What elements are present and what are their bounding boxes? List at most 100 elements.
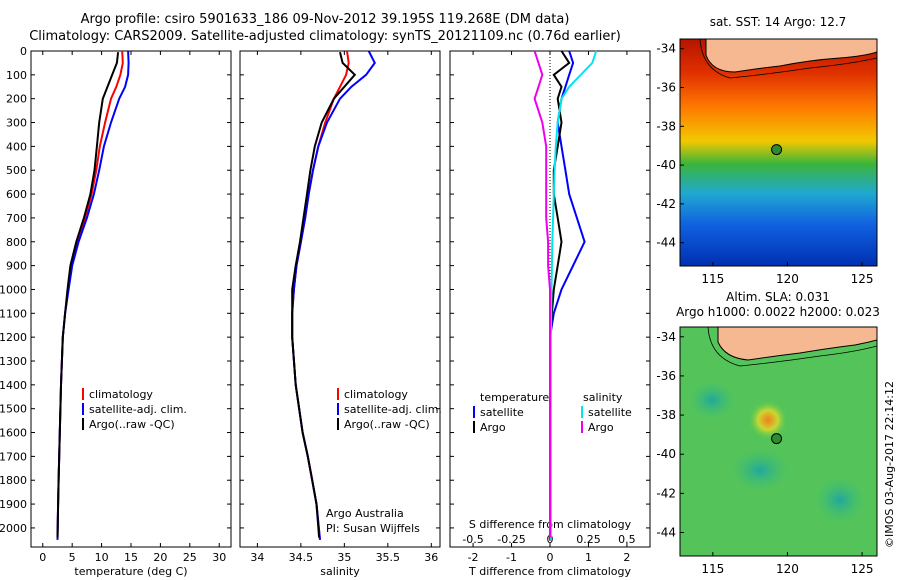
sst-map-frame	[679, 38, 878, 267]
diff-top-xtick-label: 0.5	[618, 533, 636, 546]
depth-tick-label: 1400	[0, 379, 27, 392]
chart-title-line2: Climatology: CARS2009. Satellite-adjuste…	[29, 29, 621, 44]
temp-xtick-label: 30	[212, 551, 226, 564]
sla-axis-ticks: 115 120 125 -34 -36 -38 -40 -42 -44	[656, 330, 873, 576]
depth-tick-label: 900	[6, 260, 27, 273]
diff-legend-label: satellite	[480, 406, 524, 419]
depth-tick-label: 1700	[0, 450, 27, 463]
temp-xtick-label: 0	[39, 551, 46, 564]
depth-tick-label: 1800	[0, 474, 27, 487]
sal-legend-label: Argo(..raw -QC)	[344, 418, 430, 431]
temp-xtick-label: 25	[183, 551, 197, 564]
depth-tick-label: 1300	[0, 355, 27, 368]
sst-map-panel: 115 120 125 -34 -36 -38 -40 -42 -44 sat. SST: 14…	[656, 15, 878, 286]
credit-text: ©IMOS 03-Aug-2017 22:14:12	[883, 381, 896, 548]
diff-top-xtick-label: -0.5	[462, 533, 483, 546]
temp-legend-label: satellite-adj. clim.	[89, 403, 187, 416]
temp-xtick-label: 10	[95, 551, 109, 564]
sla-map-panel: 115 120 125 -34 -36 -38 -40 -42 -44 Altim. SLA: …	[656, 290, 880, 576]
diff-series-argo-salinity	[533, 50, 551, 538]
difference-profile-panel: -2 -1 0 1 2T difference from climatology -0.5…	[449, 50, 651, 578]
sal-annotation-line2: PI: Susan Wijffels	[326, 522, 420, 535]
sla-high-anomaly	[748, 400, 788, 440]
sla-map-frame	[679, 326, 878, 557]
temp-series-argorawqc	[56, 52, 120, 538]
depth-tick-label: 1500	[0, 403, 27, 416]
sla-float-marker	[771, 433, 783, 445]
diff-xtick-label: 0	[547, 551, 554, 564]
sla-map-title-line1: Altim. SLA: 0.031	[726, 290, 830, 304]
salinity-profile-panel: 34 34.5 35 35.5 36 salinity climatology satelli…	[239, 50, 442, 578]
temp-xaxis-label: temperature (deg C)	[74, 565, 187, 578]
sst-ytick-label: -36	[656, 81, 676, 95]
temp-xtick-label: 15	[124, 551, 138, 564]
sst-shelf-contour	[699, 39, 877, 79]
diff-legend-title-temperature: temperature	[480, 391, 549, 404]
sla-low-anomaly	[730, 448, 790, 492]
sal-xtick-label: 34	[250, 551, 264, 564]
sal-series-argorawqc	[291, 51, 357, 538]
sla-low-anomaly	[814, 476, 866, 524]
depth-tick-label: 200	[6, 93, 27, 106]
sst-xtick-label: 125	[851, 272, 874, 286]
sla-xtick-label: 120	[776, 562, 799, 576]
sst-float-marker	[771, 144, 783, 156]
depth-tick-label: 1100	[0, 307, 27, 320]
depth-tick-label: 600	[6, 188, 27, 201]
diff-legend-label: Argo	[480, 421, 506, 434]
sla-ytick-label: -40	[656, 447, 676, 461]
chart-title-line1: Argo profile: csiro 5901633_186 09-Nov-2…	[80, 12, 570, 27]
diff-xtick-label: -2	[468, 551, 479, 564]
diff-top-xtick-label: 0.25	[576, 533, 601, 546]
temp-legend-label: Argo(..raw -QC)	[89, 418, 175, 431]
sla-ytick-label: -34	[656, 330, 676, 344]
sal-legend-label: satellite-adj. clim.	[344, 403, 442, 416]
sla-ytick-label: -42	[656, 486, 676, 500]
sst-ytick-label: -38	[656, 119, 676, 133]
sal-xtick-label: 34.5	[289, 551, 314, 564]
diff-xtick-label: 2	[623, 551, 630, 564]
depth-tick-label: 1600	[0, 427, 27, 440]
depth-tick-label: 1900	[0, 498, 27, 511]
diff-legend-title-salinity: salinity	[583, 391, 623, 404]
sla-ytick-label: -44	[656, 526, 676, 540]
sla-shelf-contour	[707, 327, 877, 367]
depth-tick-label: 1000	[0, 283, 27, 296]
sla-low-anomaly	[688, 380, 736, 420]
sal-plot-frame	[239, 50, 441, 548]
diff-xtick-label: 1	[585, 551, 592, 564]
sal-legend-label: climatology	[344, 388, 408, 401]
temp-legend-label: climatology	[89, 388, 153, 401]
sla-xtick-label: 125	[851, 562, 874, 576]
sst-coastline	[705, 39, 877, 73]
sst-ytick-label: -34	[656, 42, 676, 56]
temp-plot-frame	[30, 50, 232, 548]
sla-ytick-label: -36	[656, 369, 676, 383]
sal-xtick-label: 36	[424, 551, 438, 564]
sal-xtick-label: 35.5	[376, 551, 401, 564]
temperature-profile-panel: 0100200300400500600700800900100011001200…	[0, 45, 232, 578]
sst-ytick-label: -44	[656, 236, 676, 250]
depth-tick-label: 300	[6, 117, 27, 130]
diff-xaxis-label: T difference from climatology	[468, 565, 631, 578]
sla-xtick-label: 115	[701, 562, 724, 576]
sal-xaxis-label: salinity	[320, 565, 360, 578]
temp-xtick-label: 5	[69, 551, 76, 564]
diff-legend-label: Argo	[588, 421, 614, 434]
sst-axis-ticks: 115 120 125 -34 -36 -38 -40 -42 -44	[656, 42, 873, 286]
diff-xtick-label: -1	[506, 551, 517, 564]
sst-ytick-label: -42	[656, 197, 676, 211]
depth-tick-label: 500	[6, 164, 27, 177]
sla-ytick-label: -38	[656, 408, 676, 422]
depth-tick-label: 0	[20, 45, 27, 58]
sla-map-title-line2: Argo h1000: 0.0022 h2000: 0.023	[676, 305, 880, 319]
diff-legend-label: satellite	[588, 406, 632, 419]
sst-xtick-label: 115	[701, 272, 724, 286]
depth-tick-label: 700	[6, 212, 27, 225]
depth-tick-label: 100	[6, 69, 27, 82]
temp-xtick-label: 20	[153, 551, 167, 564]
sst-map-title: sat. SST: 14 Argo: 12.7	[710, 15, 847, 29]
depth-tick-label: 400	[6, 140, 27, 153]
depth-tick-label: 1200	[0, 331, 27, 344]
